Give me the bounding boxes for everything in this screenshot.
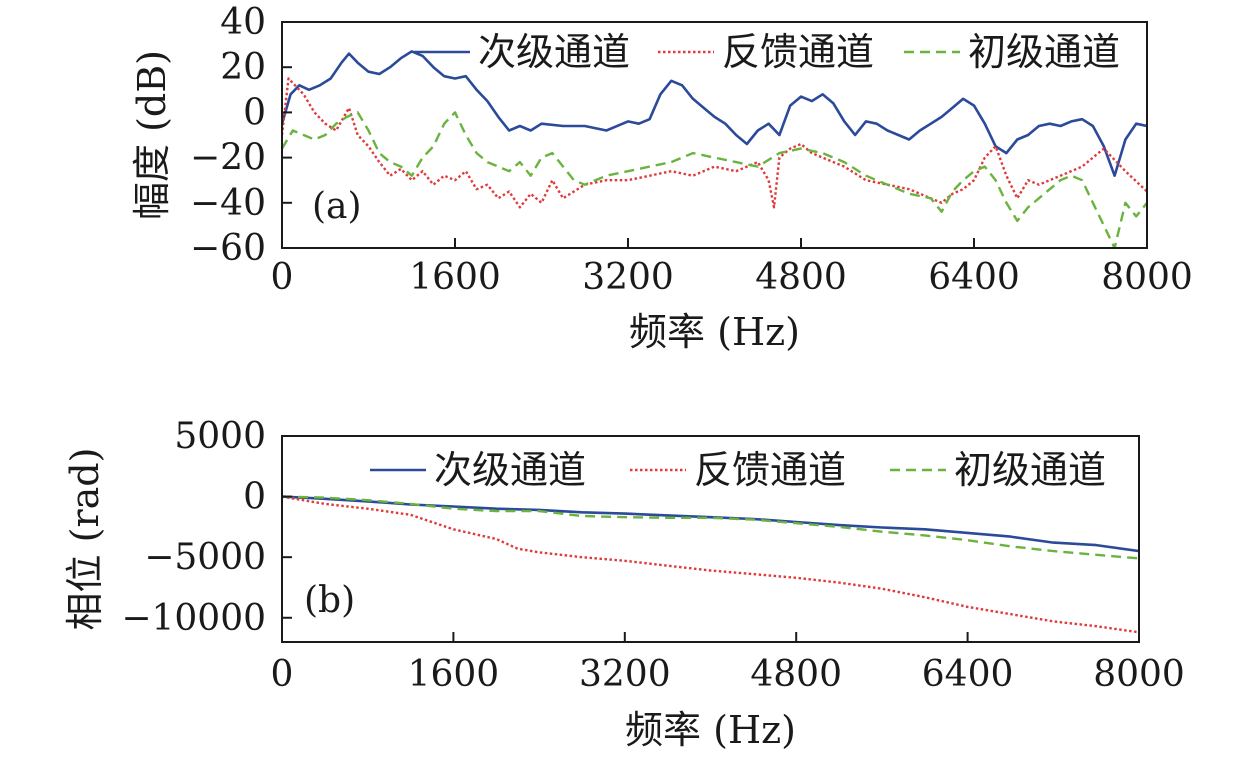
x-tick-label: 8000 [1093, 654, 1185, 695]
y-axis-title: 幅度 (dB) [130, 50, 174, 220]
panel-label: (b) [304, 580, 355, 621]
y-tick-label: −40 [190, 183, 266, 224]
x-tick-label: 1600 [408, 654, 500, 695]
legend: 次级通道 反馈通道 初级通道 [370, 448, 1106, 492]
legend-label-1: 反馈通道 [694, 448, 846, 492]
x-tick-label: 4800 [755, 257, 847, 298]
x-tick-label: 4800 [750, 654, 842, 695]
y-tick-label: 0 [243, 477, 266, 518]
series-line-1 [282, 495, 1139, 634]
legend: 次级通道 反馈通道 初级通道 [414, 30, 1120, 74]
series-line-1 [282, 77, 1147, 209]
y-tick-label: 40 [220, 2, 266, 43]
x-tick-label: 0 [271, 257, 294, 298]
y-tick-label: 20 [220, 47, 266, 88]
x-tick-label: 3200 [579, 654, 671, 695]
legend-label-2: 初级通道 [954, 448, 1106, 492]
x-tick-label: 6400 [928, 257, 1020, 298]
y-tick-label: −20 [190, 138, 266, 179]
y-tick-label: 5000 [174, 416, 266, 457]
y-tick-label: −60 [190, 228, 266, 269]
x-tick-label: 8000 [1101, 257, 1193, 298]
x-tick-label: 6400 [922, 654, 1014, 695]
panel-label: (a) [312, 186, 362, 227]
panel-b: 0 1600 3200 4800 6400 8000 −10000 −5000 0 5000 频率 … [63, 416, 1185, 752]
legend-label-1: 反馈通道 [722, 30, 874, 74]
series-line-2 [282, 111, 1147, 248]
y-axis-title: 相位 (rad) [63, 448, 107, 631]
legend-label-0: 次级通道 [434, 448, 586, 492]
x-tick-label: 1600 [409, 257, 501, 298]
series-line-0 [282, 50, 1147, 177]
x-axis-title: 频率 (Hz) [625, 708, 796, 752]
y-tick-label: −5000 [144, 537, 266, 578]
x-tick-label: 3200 [582, 257, 674, 298]
series-line-0 [282, 495, 1139, 553]
x-tick-label: 0 [271, 654, 294, 695]
plot-frame [281, 435, 1140, 643]
plot-frame [281, 21, 1148, 249]
y-tick-label: −10000 [121, 598, 266, 639]
y-tick-label: 0 [243, 92, 266, 133]
series-line-2 [282, 495, 1139, 560]
x-axis-title: 频率 (Hz) [629, 310, 800, 354]
legend-label-2: 初级通道 [968, 30, 1120, 74]
legend-label-0: 次级通道 [478, 30, 630, 74]
